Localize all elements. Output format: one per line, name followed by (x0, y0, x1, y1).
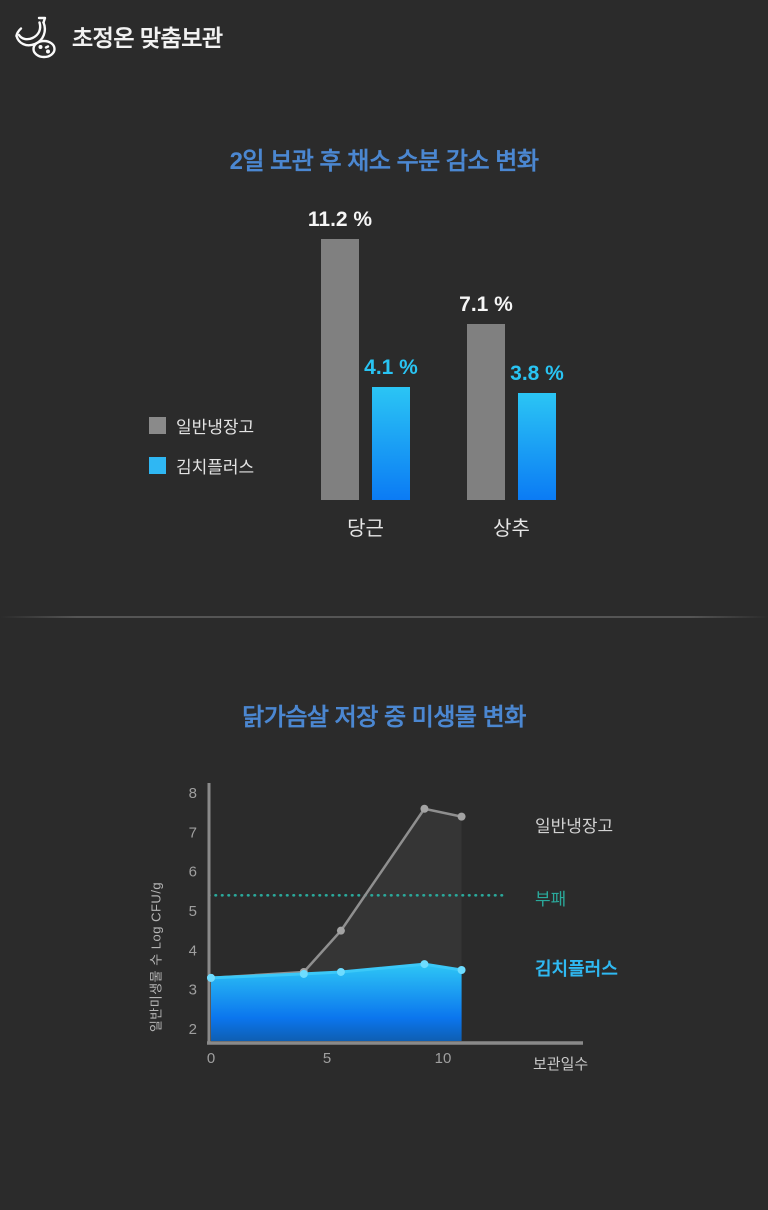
bar-일반냉장고-상추: 7.1 % (459, 293, 513, 500)
bar-rect (321, 239, 359, 500)
legend-label-kimchi-plus: 김치플러스 (176, 458, 255, 477)
bar-rect (467, 324, 505, 500)
bar-group-당근: 11.2 % 4.1 % 당근 (308, 208, 418, 540)
bar-rect (372, 387, 410, 500)
header: 초정온 맞춤보관 (12, 12, 223, 60)
legend-label-general-fridge: 일반냉장고 (176, 418, 255, 437)
bar-chart-legend: 일반냉장고 김치플러스 (149, 413, 254, 478)
svg-text:10: 10 (435, 1050, 452, 1067)
svg-text:2: 2 (189, 1021, 197, 1038)
legend-item-general-fridge: 일반냉장고 (149, 413, 254, 438)
bar-rect (518, 393, 556, 500)
bar-김치플러스-당근: 4.1 % (364, 356, 418, 500)
section-divider (0, 616, 768, 618)
line-chart-plot: 2 3 4 5 6 7 8 0 5 10 (189, 783, 583, 1067)
line-chart-title: 닭가슴살 저장 중 미생물 변화 (242, 704, 526, 731)
series-label-general-fridge: 일반냉장고 (535, 817, 614, 836)
bar-category-label: 당근 (347, 518, 384, 540)
svg-text:5: 5 (323, 1050, 331, 1067)
brand-title: 초정온 맞춤보관 (72, 25, 223, 51)
legend-item-kimchi-plus: 김치플러스 (149, 453, 254, 478)
banana-fruit-icon (15, 16, 56, 59)
svg-text:6: 6 (189, 864, 197, 881)
bar-value-label: 11.2 % (307, 208, 373, 231)
bar-category-label: 상추 (493, 518, 530, 540)
svg-text:8: 8 (189, 785, 197, 802)
svg-text:7: 7 (189, 824, 197, 841)
bar-chart-title: 2일 보관 후 채소 수분 감소 변화 (229, 148, 539, 175)
series-label-kimchi-plus: 김치플러스 (535, 959, 618, 979)
bar-value-label: 3.8 % (510, 362, 564, 385)
svg-text:0: 0 (207, 1050, 215, 1067)
bar-김치플러스-상추: 3.8 % (510, 362, 564, 500)
bar-group-상추: 7.1 % 3.8 % 상추 (459, 293, 564, 540)
bar-value-label: 4.1 % (364, 356, 418, 379)
bar-value-label: 7.1 % (459, 293, 513, 316)
svg-text:3: 3 (189, 982, 197, 999)
bar-일반냉장고-당근: 11.2 % (308, 208, 372, 500)
bar-chart-plot: 11.2 % 4.1 % 당근 7.1 % 3.8 % 상추 (308, 208, 564, 540)
legend-swatch-blue (149, 457, 166, 474)
x-axis-label: 보관일수 (533, 1056, 589, 1073)
legend-swatch-gray (149, 417, 166, 434)
svg-text:5: 5 (189, 903, 197, 920)
svg-text:4: 4 (189, 942, 197, 959)
spoilage-threshold-label: 부패 (535, 890, 567, 909)
